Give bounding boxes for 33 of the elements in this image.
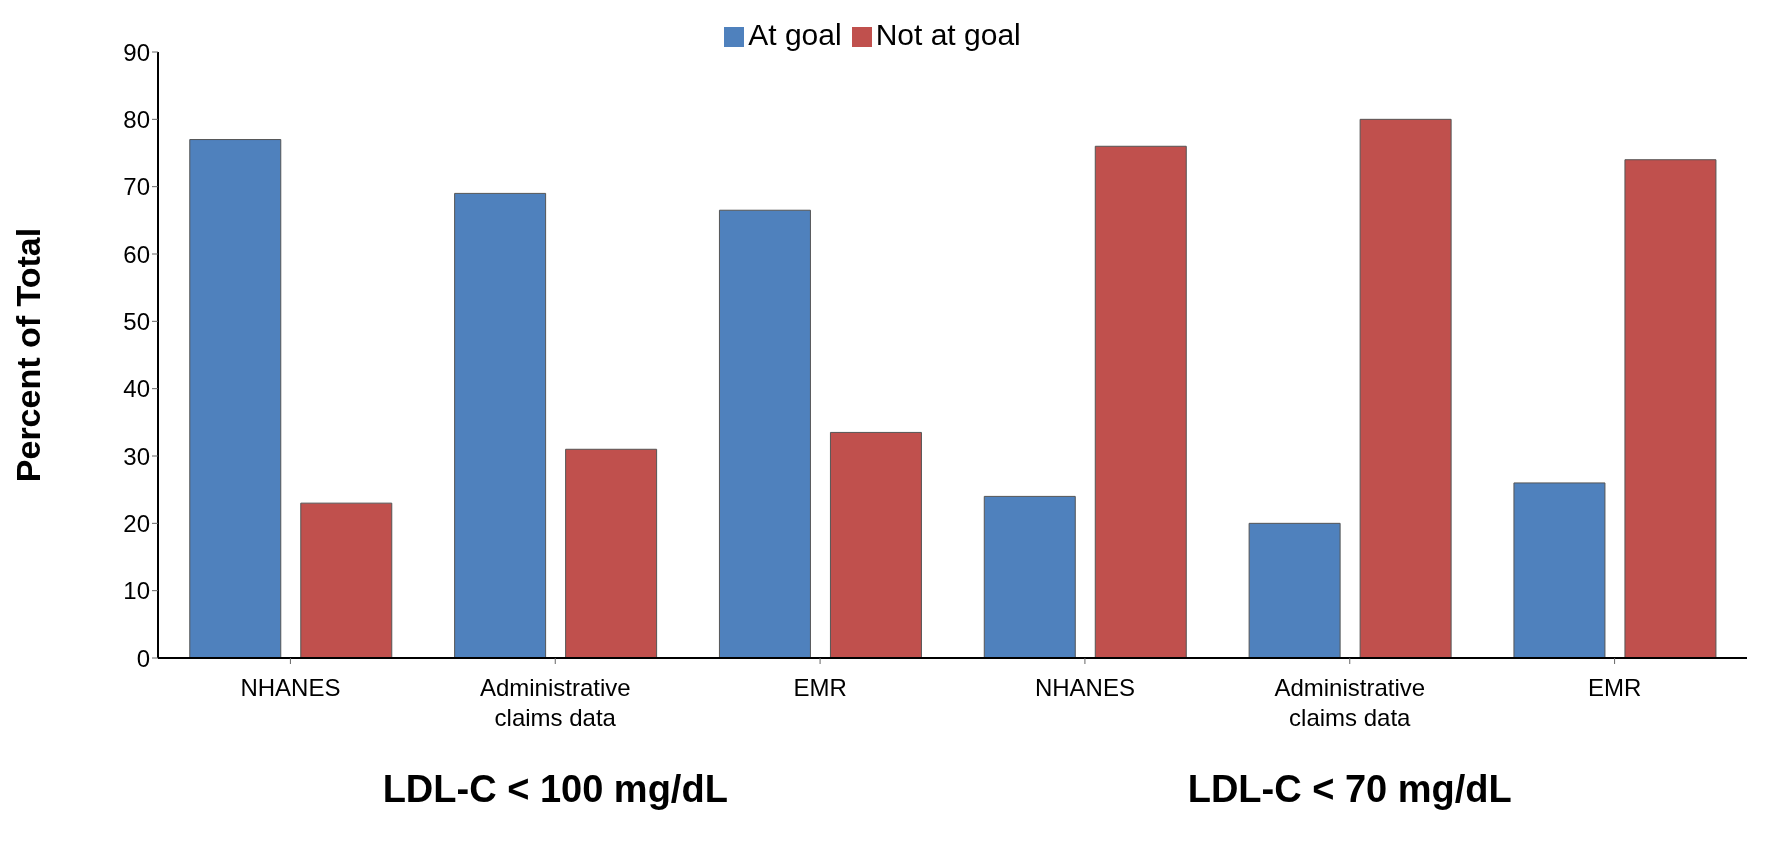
y-tick-label: 40 (123, 375, 150, 403)
text: LDL-C < 100 mg/dL (381, 768, 729, 811)
y-tick-label: 20 (123, 509, 150, 537)
y-tick-label: 90 (123, 38, 150, 66)
x-tick-label: NHANES (1034, 674, 1135, 701)
y-axis-title: Percent of Total (9, 227, 48, 483)
bar (983, 495, 1076, 658)
x-tick-label: NHANES (240, 674, 341, 701)
x-tick-label: EMR (793, 674, 847, 701)
bar (1624, 159, 1717, 658)
bar (454, 192, 547, 658)
y-tick-label: 50 (123, 307, 150, 335)
x-tick-label: Administrative claims data (479, 674, 631, 731)
bar (1513, 482, 1606, 658)
y-tick-label: 30 (123, 442, 150, 470)
x-tick-label: EMR (1587, 674, 1642, 701)
legend-label: Not at goal (875, 18, 1021, 51)
bar (565, 448, 658, 658)
x-tick-label: Administrative claims data (1274, 674, 1426, 731)
bar (1359, 118, 1452, 658)
bar (189, 139, 282, 658)
bar (1094, 145, 1187, 658)
y-tick-label: 60 (123, 240, 150, 268)
legend-label: At goal (748, 18, 842, 51)
bar (829, 431, 922, 658)
y-tick-label: 0 (136, 644, 150, 672)
bar (1248, 522, 1341, 658)
text: LDL-C < 70 mg/dL (1186, 768, 1513, 811)
bar (718, 209, 811, 658)
y-tick-label: 80 (123, 105, 150, 133)
bar (300, 502, 393, 658)
y-tick-label: 70 (123, 173, 150, 201)
y-tick-label: 10 (123, 577, 150, 605)
